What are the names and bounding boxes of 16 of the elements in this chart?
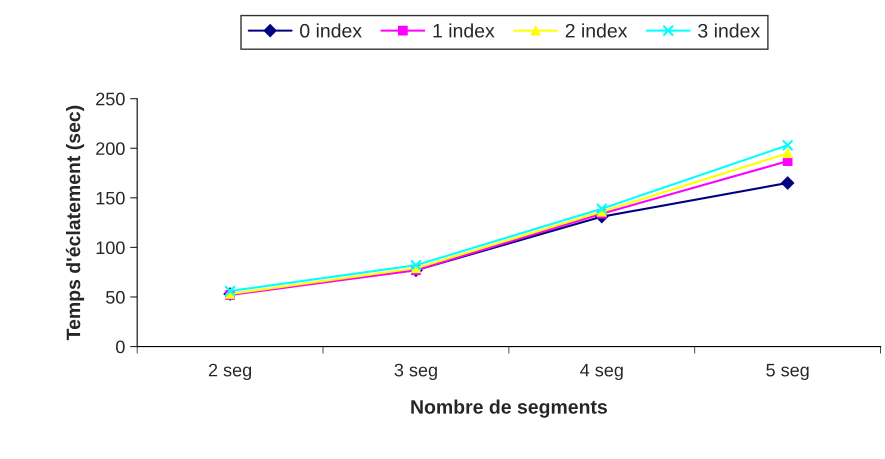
- x-axis-title: Nombre de segments: [411, 399, 607, 418]
- y-tick-label: 150: [96, 192, 125, 205]
- y-tick-label: 50: [106, 290, 125, 304]
- y-axis-title: Temps d'éclatement (sec): [66, 106, 84, 340]
- y-tick-label: 250: [96, 92, 125, 106]
- x-tick-label: 3 seg: [394, 364, 437, 380]
- legend-label: 2 index: [566, 23, 628, 38]
- y-tick-label: 100: [96, 241, 125, 254]
- legend-label: 1 index: [434, 23, 495, 38]
- y-tick-label: 0: [116, 340, 125, 354]
- x-tick-label: 2 seg: [208, 364, 252, 380]
- y-tick-label: 200: [96, 142, 125, 155]
- legend-label: 0 index: [300, 23, 362, 38]
- x-tick-label: 5 seg: [766, 364, 809, 380]
- legend-label: 3 index: [698, 23, 760, 38]
- x-tick-label: 4 seg: [580, 364, 623, 380]
